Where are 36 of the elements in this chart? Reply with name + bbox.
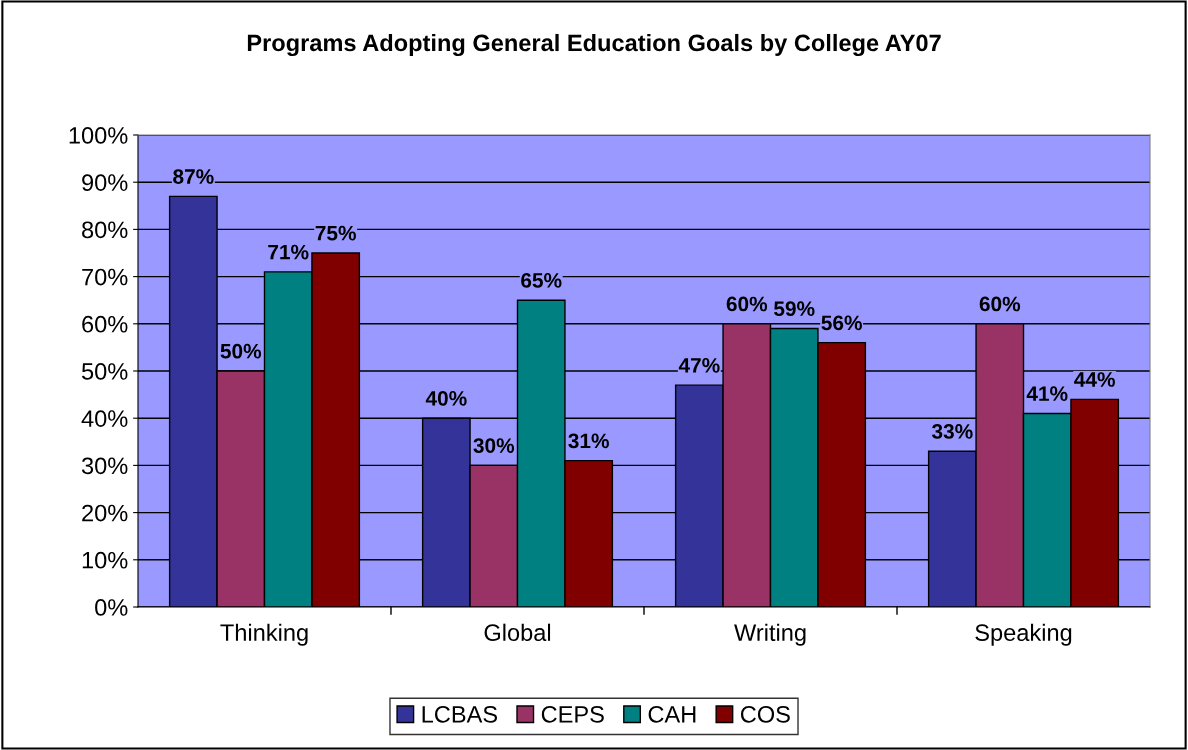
data-label: 31% xyxy=(568,433,609,449)
legend-label: LCBAS xyxy=(422,705,498,723)
data-label: 33% xyxy=(931,424,973,439)
data-label: 50% xyxy=(220,343,262,359)
data-label: 40% xyxy=(425,391,467,406)
y-tick-label: 10% xyxy=(82,551,128,569)
data-label: 47% xyxy=(678,358,720,373)
data-label: 41% xyxy=(1026,386,1068,401)
y-tick-label: 20% xyxy=(82,504,128,522)
data-label: 56% xyxy=(821,315,862,331)
y-tick-label: 70% xyxy=(82,268,128,286)
data-label: 75% xyxy=(315,225,356,241)
data-label: 30% xyxy=(473,438,515,453)
y-tick-label: 90% xyxy=(82,174,128,191)
x-tick-label: Speaking xyxy=(975,623,1072,646)
data-label: 59% xyxy=(774,301,815,317)
x-tick-label: Writing xyxy=(734,623,806,646)
y-tick-label: 80% xyxy=(82,221,128,239)
data-label: 65% xyxy=(521,273,562,288)
legend-label: COS xyxy=(740,705,790,723)
legend-label: CEPS xyxy=(541,705,604,723)
data-label: 44% xyxy=(1074,372,1115,387)
y-tick-label: 30% xyxy=(81,457,128,475)
y-tick-label: 0% xyxy=(95,599,128,616)
chart-title: Programs Adopting General Education Goals by College AY07 xyxy=(247,33,941,57)
data-label: 60% xyxy=(979,296,1021,312)
data-label: 87% xyxy=(173,169,214,184)
x-tick-label: Global xyxy=(484,623,551,642)
y-tick-label: 100% xyxy=(69,127,128,144)
x-tick-label: Thinking xyxy=(220,623,308,646)
data-label: 71% xyxy=(268,244,309,260)
y-tick-label: 50% xyxy=(81,363,128,380)
data-label: 60% xyxy=(726,296,768,312)
legend-label: CAH xyxy=(648,705,696,723)
y-tick-label: 60% xyxy=(82,315,128,333)
y-tick-label: 40% xyxy=(81,410,128,427)
